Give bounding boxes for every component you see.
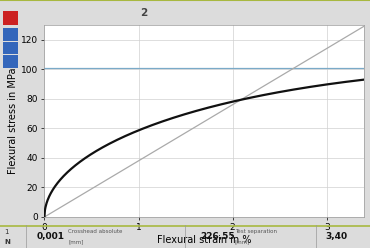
Text: 2: 2 bbox=[141, 8, 148, 18]
Text: Test separation: Test separation bbox=[235, 229, 277, 234]
Text: 0,001: 0,001 bbox=[37, 232, 65, 241]
Text: 3,40: 3,40 bbox=[326, 232, 348, 241]
X-axis label: Flexural strain in %: Flexural strain in % bbox=[157, 235, 252, 245]
Text: [mm]: [mm] bbox=[68, 239, 84, 244]
Bar bbox=[3, 42, 18, 54]
Text: Crosshead absolute: Crosshead absolute bbox=[68, 229, 123, 234]
Text: [mm]: [mm] bbox=[235, 239, 250, 244]
Y-axis label: Flexural stress in MPa: Flexural stress in MPa bbox=[8, 68, 18, 174]
Text: 1: 1 bbox=[4, 229, 9, 235]
Text: N: N bbox=[4, 239, 10, 245]
Bar bbox=[3, 28, 18, 40]
Bar bbox=[3, 55, 18, 67]
Text: 226,55: 226,55 bbox=[200, 232, 235, 241]
Bar bbox=[3, 11, 18, 25]
